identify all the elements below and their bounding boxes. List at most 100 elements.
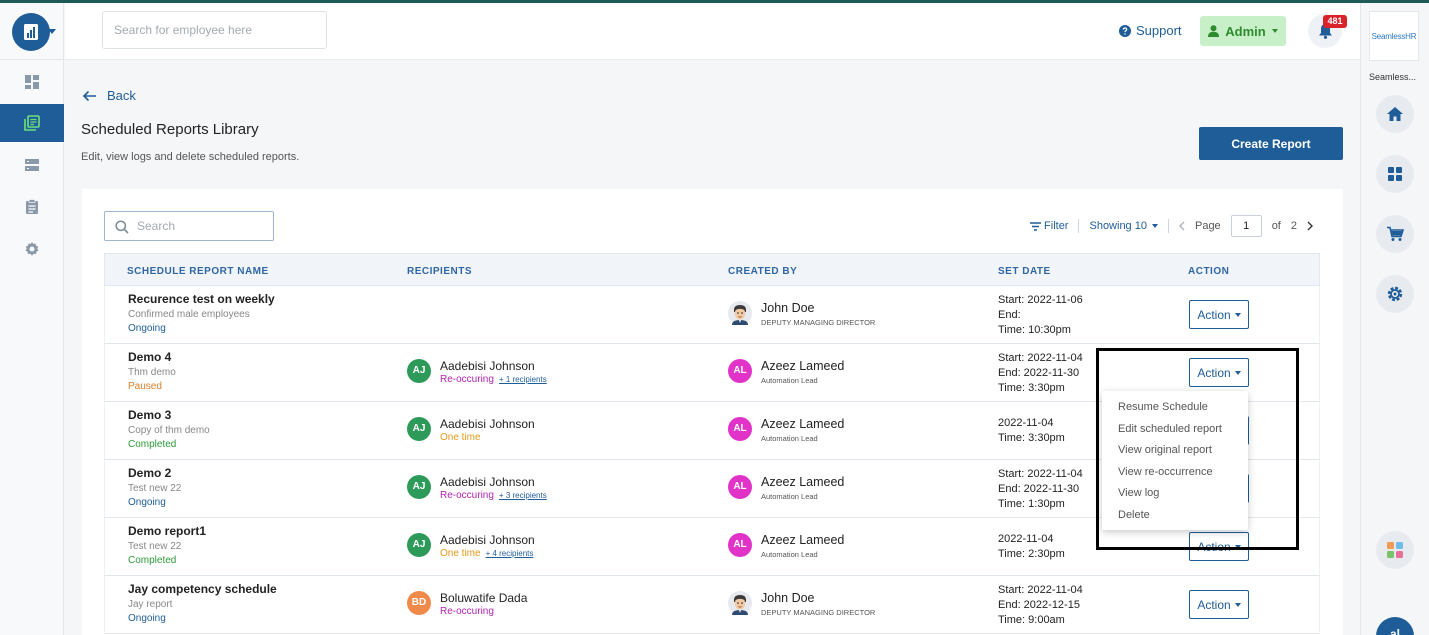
- chevron-down-icon: [1234, 602, 1241, 607]
- report-logo-icon: [24, 24, 38, 40]
- set-date: Start: 2022-11-06 End: Time: 10:30pm: [998, 293, 1083, 338]
- action-label: Action: [1197, 597, 1231, 612]
- sidebar-item-tasks[interactable]: [0, 188, 64, 226]
- report-name[interactable]: Jay competency schedule: [128, 582, 277, 596]
- user-avatar[interactable]: al: [1376, 617, 1414, 635]
- library-icon: [24, 115, 40, 131]
- app-launcher-button[interactable]: [1376, 531, 1414, 569]
- dropdown-item[interactable]: Edit scheduled report: [1118, 422, 1222, 435]
- create-report-button[interactable]: Create Report: [1199, 127, 1343, 160]
- report-name[interactable]: Demo 4: [128, 350, 172, 364]
- page-number-input[interactable]: [1230, 215, 1262, 237]
- filter-label: Filter: [1044, 220, 1069, 232]
- cog-icon: [1387, 286, 1403, 302]
- page-label: Page: [1194, 220, 1221, 232]
- sidebar-item-reports[interactable]: [0, 104, 64, 142]
- action-button[interactable]: Action: [1189, 590, 1249, 619]
- dropdown-item[interactable]: View original report: [1118, 444, 1212, 457]
- recipient-type: One time + 4 recipients: [440, 548, 533, 559]
- sidebar-item-dashboard[interactable]: [0, 63, 64, 101]
- recipient-type: Re-occuring: [440, 606, 494, 617]
- action-button[interactable]: Action: [1189, 532, 1249, 561]
- right-app-rail: SeamlessHR Seamless...: [1360, 3, 1429, 635]
- more-recipients-link[interactable]: + 3 recipients: [498, 491, 547, 500]
- dropdown-item[interactable]: View re-occurrence: [1118, 465, 1213, 478]
- report-name[interactable]: Demo 2: [128, 466, 172, 480]
- filter-button[interactable]: Filter: [1030, 220, 1068, 232]
- marketplace-button[interactable]: [1376, 215, 1414, 253]
- more-recipients-link[interactable]: + 4 recipients: [485, 549, 534, 558]
- showing-label: Showing 10: [1089, 220, 1147, 232]
- recipient-type: Re-occuring + 1 recipients: [440, 374, 547, 385]
- dashboard-icon: [25, 75, 39, 89]
- report-subtitle: Copy of thm demo: [128, 425, 210, 436]
- admin-label: Admin: [1225, 23, 1266, 39]
- report-name[interactable]: Demo report1: [128, 524, 207, 538]
- table-search-input[interactable]: [137, 217, 267, 235]
- reports-card: Filter Showing 10 Page of 2 SCHEDULE REP…: [82, 189, 1343, 635]
- creator-avatar: AL: [728, 417, 752, 441]
- status-label: Completed: [128, 439, 177, 450]
- report-name[interactable]: Recurence test on weekly: [128, 292, 275, 306]
- app-logo[interactable]: [12, 13, 50, 51]
- dropdown-item[interactable]: View log: [1118, 487, 1160, 500]
- status-label: Completed: [128, 555, 177, 566]
- column-header-created-by: CREATED BY: [728, 266, 798, 277]
- arrow-left-icon: [82, 90, 96, 101]
- status-label: Ongoing: [128, 323, 166, 334]
- report-name[interactable]: Demo 3: [128, 408, 172, 422]
- recipient-avatar: AJ: [407, 359, 431, 383]
- filter-icon: [1030, 221, 1042, 231]
- apps-grid-button[interactable]: [1376, 155, 1414, 193]
- john-doe-avatar-icon: [728, 591, 752, 615]
- system-settings-button[interactable]: [1376, 275, 1414, 313]
- clipboard-icon: [26, 199, 38, 214]
- sidebar-item-storage[interactable]: [0, 146, 64, 184]
- action-button[interactable]: Action: [1189, 358, 1249, 387]
- action-button[interactable]: Action: [1189, 300, 1249, 329]
- brand-logo-text: SeamlessHR: [1371, 31, 1417, 41]
- creator-name: John Doe: [761, 301, 815, 315]
- creator-avatar: AL: [728, 475, 752, 499]
- seamlesshr-logo[interactable]: SeamlessHR: [1369, 11, 1419, 61]
- chevron-down-icon[interactable]: [48, 29, 56, 34]
- creator-role: DEPUTY MANAGING DIRECTOR: [761, 608, 876, 617]
- status-label: Ongoing: [128, 497, 166, 508]
- column-header-name: SCHEDULE REPORT NAME: [127, 266, 269, 277]
- set-date: 2022-11-04 Time: 3:30pm: [998, 416, 1065, 446]
- more-recipients-link[interactable]: + 1 recipients: [498, 375, 547, 384]
- chevron-left-icon[interactable]: [1178, 221, 1185, 231]
- creator-role: Automation Lead: [761, 376, 818, 385]
- home-app-button[interactable]: [1376, 95, 1414, 133]
- recipient-avatar: AJ: [407, 533, 431, 557]
- support-link[interactable]: Support: [1119, 23, 1182, 38]
- page-size-select[interactable]: Showing 10: [1089, 220, 1158, 232]
- set-date: Start: 2022-11-04 End: 2022-11-30 Time: 1:…: [998, 467, 1083, 512]
- page-subtitle: Edit, view logs and delete scheduled rep…: [81, 151, 300, 163]
- back-link[interactable]: Back: [82, 88, 136, 103]
- report-subtitle: Test new 22: [128, 483, 182, 494]
- action-label: Action: [1197, 307, 1231, 322]
- grid-icon: [1388, 167, 1402, 181]
- recipient-avatar: BD: [407, 591, 431, 615]
- recurrence-type: Re-occuring: [440, 490, 494, 501]
- sidebar-item-settings[interactable]: [0, 230, 64, 268]
- table-search[interactable]: [104, 211, 274, 241]
- action-label: Action: [1197, 365, 1231, 380]
- dropdown-item[interactable]: Delete: [1118, 508, 1150, 521]
- set-date: Start: 2022-11-04 End: 2022-11-30 Time: 3:…: [998, 351, 1083, 396]
- date-line: Time: 2:30pm: [998, 548, 1065, 560]
- creator-avatar: AL: [728, 359, 752, 383]
- creator-role: Automation Lead: [761, 550, 818, 559]
- recipient-type: One time: [440, 432, 481, 443]
- chevron-right-icon[interactable]: [1307, 221, 1313, 231]
- date-line: Time: 3:30pm: [998, 382, 1065, 394]
- table-header: SCHEDULE REPORT NAME RECIPIENTS CREATED …: [104, 253, 1320, 286]
- employee-search-input[interactable]: [102, 11, 327, 49]
- creator-name: Azeez Lameed: [761, 417, 845, 431]
- highlight-box: [1096, 348, 1299, 550]
- admin-menu-button[interactable]: Admin: [1200, 16, 1286, 46]
- status-label: Ongoing: [128, 613, 166, 624]
- creator-name: Azeez Lameed: [761, 475, 845, 489]
- dropdown-item[interactable]: Resume Schedule: [1118, 401, 1208, 413]
